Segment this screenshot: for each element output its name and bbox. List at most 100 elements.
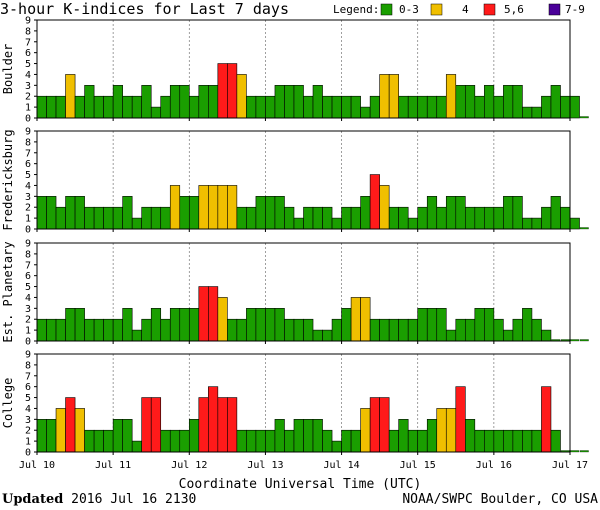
x-axis-label: Coordinate Universal Time (UTC) xyxy=(179,477,422,490)
kp-bar xyxy=(455,85,466,119)
kp-bar xyxy=(579,450,589,453)
kp-bar xyxy=(503,329,514,342)
kp-bar xyxy=(484,308,495,342)
kp-bar xyxy=(484,429,495,453)
kp-bar xyxy=(236,429,247,453)
kp-bar xyxy=(169,308,181,342)
y-tick-label: 2 xyxy=(25,315,31,326)
kp-bar xyxy=(255,308,266,342)
kp-bar xyxy=(188,419,200,453)
y-tick-label: 5 xyxy=(25,59,31,70)
kp-bar xyxy=(208,286,219,342)
kp-bar xyxy=(303,206,314,230)
legend-swatch-4 xyxy=(430,3,443,16)
kp-bar xyxy=(465,419,476,453)
kp-bar xyxy=(74,95,85,119)
kp-bar xyxy=(531,217,542,230)
y-tick-label: 5 xyxy=(25,170,31,181)
y-tick-label: 7 xyxy=(25,260,31,271)
kp-bar xyxy=(74,308,85,342)
updated-stamp: Updated 2016 Jul 16 2130 xyxy=(2,492,196,507)
kp-bar xyxy=(341,206,352,230)
kp-bar xyxy=(522,106,533,119)
kp-bar xyxy=(255,429,266,453)
updated-label: Updated xyxy=(2,492,64,507)
kp-bar xyxy=(407,429,419,453)
y-tick-label: 3 xyxy=(25,81,31,92)
kp-bar xyxy=(484,85,495,119)
legend-item-5-6: 5,6 xyxy=(504,3,524,16)
kp-bar xyxy=(160,318,171,342)
kp-bar xyxy=(331,217,342,230)
y-tick-label: 6 xyxy=(25,271,31,282)
kp-bar xyxy=(398,206,409,230)
kp-bar xyxy=(169,185,181,230)
y-tick-label: 6 xyxy=(25,159,31,170)
kp-bar xyxy=(570,450,580,453)
kp-bar xyxy=(160,206,171,230)
y-tick-label: 4 xyxy=(25,404,31,415)
y-tick-label: 6 xyxy=(25,382,31,393)
station-label-boulder: Boulder xyxy=(1,44,15,95)
kp-bar xyxy=(312,85,323,119)
k-index-chart: 3-hour K-indices for Last 7 days Legend:… xyxy=(0,0,589,490)
kp-bar xyxy=(179,308,190,342)
kp-bar xyxy=(569,217,580,230)
kp-bar xyxy=(350,297,361,342)
y-tick-label: 5 xyxy=(25,282,31,293)
kp-bar xyxy=(46,419,57,453)
kp-bar xyxy=(312,419,323,453)
kp-bar xyxy=(188,196,200,230)
kp-bar xyxy=(550,196,561,230)
y-tick-label: 7 xyxy=(25,37,31,48)
kp-bar xyxy=(141,206,152,230)
kp-bar xyxy=(388,74,399,119)
kp-bar xyxy=(398,95,409,119)
kp-bar xyxy=(46,95,57,119)
kp-bar xyxy=(74,196,85,230)
y-tick-label: 8 xyxy=(25,249,31,260)
kp-bar xyxy=(227,397,238,453)
kp-bar xyxy=(484,206,495,230)
kp-bar xyxy=(398,318,409,342)
kp-bar xyxy=(445,74,457,119)
kp-bar xyxy=(350,95,361,119)
kp-bar xyxy=(341,429,352,453)
kp-bar xyxy=(131,217,142,230)
y-tick-label: 2 xyxy=(25,203,31,214)
kp-bar xyxy=(493,206,504,230)
kp-bar xyxy=(360,106,371,119)
y-tick-label: 8 xyxy=(25,137,31,148)
legend-label: Legend: xyxy=(333,3,379,16)
y-tick-label: 2 xyxy=(25,92,31,103)
kp-bar xyxy=(122,419,133,453)
kp-bar xyxy=(150,308,162,342)
kp-bar xyxy=(465,85,476,119)
kp-bar xyxy=(369,174,380,230)
kp-bar xyxy=(293,419,304,453)
kp-bar xyxy=(570,339,580,342)
x-tick-label: Jul 14 xyxy=(324,460,360,471)
kp-bar xyxy=(474,206,485,230)
kp-bar xyxy=(284,206,295,230)
kp-bar xyxy=(379,185,390,230)
kp-bar xyxy=(493,429,504,453)
kp-bar xyxy=(227,185,238,230)
kp-bar xyxy=(227,63,238,119)
y-tick-label: 9 xyxy=(25,127,31,138)
kp-bar xyxy=(522,308,533,342)
kp-bar xyxy=(65,196,76,230)
kp-bar xyxy=(474,429,485,453)
kp-bar xyxy=(322,95,333,119)
kp-bar xyxy=(131,95,142,119)
kp-bar xyxy=(169,85,181,119)
station-label-college: College xyxy=(1,378,15,429)
kp-bar xyxy=(569,95,580,119)
kp-bar xyxy=(436,206,447,230)
kp-bar xyxy=(407,318,419,342)
kp-bar xyxy=(188,95,200,119)
kp-bar xyxy=(436,408,447,453)
kp-bar xyxy=(255,196,266,230)
kp-bar xyxy=(65,397,76,453)
kp-bar xyxy=(160,95,171,119)
